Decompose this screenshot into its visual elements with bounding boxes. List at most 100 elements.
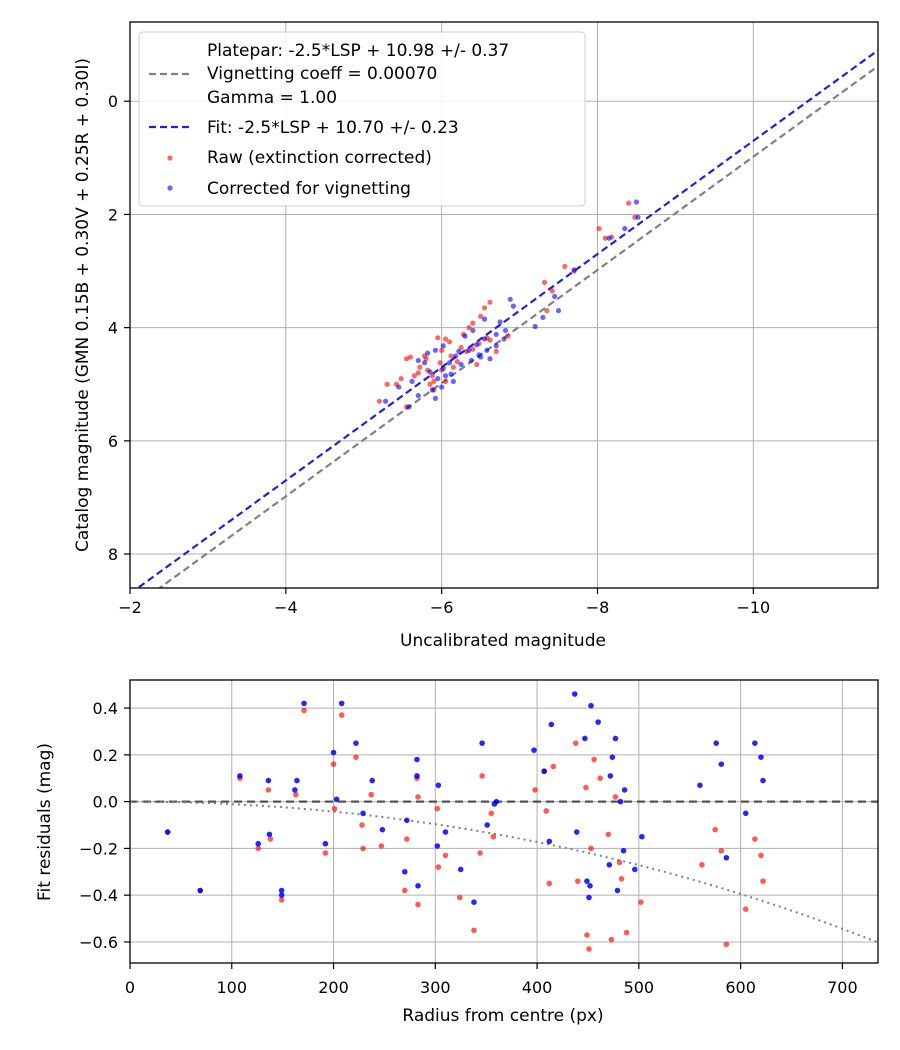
corrected-residual-point [617,798,624,805]
corrected-residual-point [164,829,171,835]
corrected-point [470,327,476,334]
raw-point [626,200,632,206]
corrected-residual-point [718,761,725,767]
corrected-residual-point [606,861,613,868]
raw-point [481,305,488,311]
corrected-residual-point [723,854,730,861]
calibration-ytick-label: 8 [108,545,118,564]
corrected-residual-point [415,883,421,889]
raw-point [458,344,464,351]
raw-residual-point [435,864,442,870]
raw-point [470,320,476,326]
raw-residual-point [415,901,421,908]
residuals-xlabel: Radius from centre (px) [402,1006,603,1026]
residuals-xtick-label: 100 [216,978,247,997]
raw-residual-point [712,826,718,833]
corrected-residual-point [586,894,592,901]
raw-residual-point [401,887,408,894]
legend-corrected-label: Corrected for vignetting [207,179,411,199]
corrected-residual-point [742,810,749,817]
corrected-residual-point [471,899,477,905]
raw-point [435,335,441,341]
corrected-point [555,308,562,314]
raw-residual-point [752,836,758,842]
corrected-point [474,342,480,348]
corrected-residual-point [607,773,614,779]
corrected-point [440,343,446,349]
raw-residual-point [301,707,307,714]
corrected-point [540,314,546,321]
raw-residual-point [360,845,366,852]
corrected-point [406,404,412,410]
residuals-plot-frame [129,679,879,964]
corrected-point [466,347,472,353]
raw-residual-point [723,941,730,948]
raw-point [423,356,429,362]
corrected-residual-point [294,777,300,784]
corrected-residual-point [360,810,366,817]
raw-residual-point [742,906,749,913]
corrected-residual-point [266,831,273,838]
corrected-residual-point [760,777,766,784]
residuals-xtick-label: 700 [827,978,858,997]
raw-residual-point [442,852,449,859]
legend-corrected-marker [167,185,173,191]
corrected-point [633,199,640,205]
raw-residual-point [591,756,597,763]
corrected-residual-point [639,833,645,840]
corrected-point [432,347,439,353]
corrected-point [382,398,389,404]
raw-point [431,378,437,385]
corrected-residual-point [414,773,420,779]
raw-residual-point [490,833,497,840]
corrected-point [476,352,482,358]
raw-residual-point [353,754,359,760]
corrected-point [442,373,449,379]
raw-residual-point [471,927,477,934]
raw-point [442,378,449,385]
raw-residual-point [359,822,365,828]
corrected-residual-point [620,847,627,854]
corrected-residual-point [584,878,590,884]
raw-residual-point [584,932,590,938]
corrected-point [571,267,577,273]
residuals-xtick-label: 300 [420,978,451,997]
corrected-residual-point [484,822,491,828]
corrected-residual-point [614,887,621,894]
corrected-residual-point [442,829,449,835]
raw-point [442,336,449,342]
raw-residual-point [278,897,285,903]
corrected-residual-point [758,754,764,760]
calibration-xtick-label: −8 [586,598,610,617]
raw-residual-point [597,775,603,782]
corrected-point [497,319,503,325]
raw-residual-point [322,850,329,856]
raw-residual-point [532,787,538,793]
raw-point [544,308,550,314]
raw-point [384,381,390,387]
corrected-point [427,369,433,375]
corrected-point [510,303,516,309]
corrected-residual-point [379,826,386,833]
raw-residual-point [255,845,262,852]
raw-point [596,225,602,232]
raw-residual-point [758,852,764,859]
raw-point [411,373,417,379]
residuals-ytick-label: 0.2 [93,746,118,765]
corrected-residual-point [457,866,464,873]
corrected-residual-point [546,838,553,845]
corrected-point [502,327,509,334]
calibration-ytick-label: 4 [108,319,118,338]
corrected-residual-point [612,735,619,742]
raw-point [474,361,480,368]
raw-residual-point [415,794,421,800]
raw-residual-point [760,878,766,884]
residuals-points [164,691,766,952]
raw-residual-point [574,878,581,884]
residuals-xtick-label: 600 [725,978,756,997]
corrected-residual-point [333,796,340,803]
calibration-plot-frame [129,21,879,589]
raw-residual-point [612,794,619,800]
corrected-point [409,378,415,385]
